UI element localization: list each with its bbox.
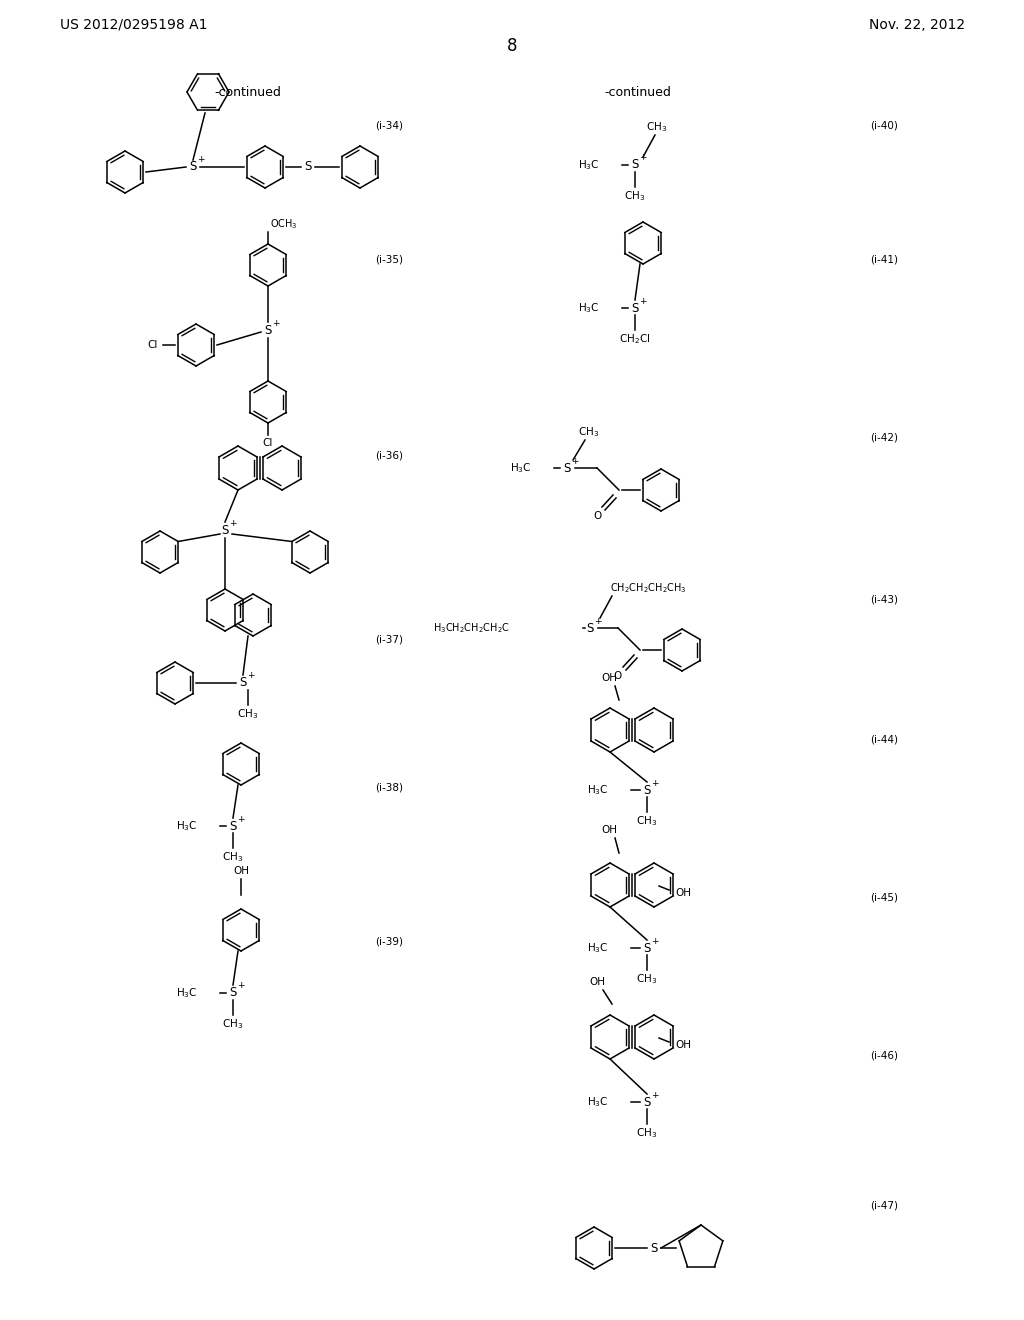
Text: (i-34): (i-34) [375, 120, 403, 129]
Text: 8: 8 [507, 37, 517, 55]
Text: O: O [613, 671, 623, 681]
Text: (i-46): (i-46) [870, 1049, 898, 1060]
Text: S: S [563, 462, 570, 474]
Text: CH$_3$: CH$_3$ [636, 972, 657, 986]
Text: +: + [639, 153, 647, 162]
Text: (i-43): (i-43) [870, 595, 898, 605]
Text: S: S [632, 301, 639, 314]
Text: (i-39): (i-39) [375, 937, 403, 946]
Text: CH$_2$Cl: CH$_2$Cl [620, 333, 650, 346]
Text: (i-37): (i-37) [375, 635, 403, 645]
Text: OH: OH [675, 888, 691, 898]
Text: +: + [238, 814, 245, 824]
Text: O: O [593, 511, 601, 521]
Text: S: S [304, 161, 311, 173]
Text: OH: OH [601, 825, 617, 836]
Text: +: + [639, 297, 647, 305]
Text: S: S [264, 323, 271, 337]
Text: CH$_3$: CH$_3$ [636, 1126, 657, 1140]
Text: S: S [643, 1096, 650, 1109]
Text: Nov. 22, 2012: Nov. 22, 2012 [869, 18, 965, 32]
Text: (i-44): (i-44) [870, 734, 898, 744]
Text: +: + [651, 936, 658, 945]
Text: H$_3$C: H$_3$C [510, 461, 532, 475]
Text: CH$_3$: CH$_3$ [238, 708, 259, 721]
Text: +: + [651, 779, 658, 788]
Text: H$_3$C: H$_3$C [588, 783, 609, 797]
Text: S: S [643, 784, 650, 796]
Text: OH: OH [601, 673, 617, 682]
Text: US 2012/0295198 A1: US 2012/0295198 A1 [60, 18, 208, 32]
Text: -continued: -continued [215, 86, 282, 99]
Text: H$_3$C: H$_3$C [176, 986, 198, 1001]
Text: +: + [247, 672, 255, 681]
Text: Cl: Cl [263, 438, 273, 447]
Text: (i-38): (i-38) [375, 783, 403, 793]
Text: CH$_2$CH$_2$CH$_2$CH$_3$: CH$_2$CH$_2$CH$_2$CH$_3$ [610, 581, 687, 595]
Text: S: S [632, 158, 639, 172]
Text: H$_3$C: H$_3$C [588, 941, 609, 954]
Text: S: S [643, 941, 650, 954]
Text: +: + [571, 457, 579, 466]
Text: (i-41): (i-41) [870, 255, 898, 265]
Text: +: + [229, 519, 237, 528]
Text: +: + [594, 616, 602, 626]
Text: +: + [198, 156, 205, 165]
Text: H$_3$C: H$_3$C [588, 1096, 609, 1109]
Text: S: S [229, 986, 237, 999]
Text: S: S [650, 1242, 657, 1254]
Text: (i-47): (i-47) [870, 1200, 898, 1210]
Text: CH$_3$: CH$_3$ [222, 850, 244, 863]
Text: (i-40): (i-40) [870, 120, 898, 129]
Text: S: S [189, 161, 197, 173]
Text: S: S [221, 524, 228, 536]
Text: +: + [238, 982, 245, 990]
Text: OH: OH [675, 1040, 691, 1049]
Text: H$_3$C: H$_3$C [579, 301, 600, 315]
Text: CH$_3$: CH$_3$ [636, 814, 657, 828]
Text: (i-42): (i-42) [870, 432, 898, 442]
Text: (i-35): (i-35) [375, 255, 403, 265]
Text: (i-45): (i-45) [870, 894, 898, 903]
Text: CH$_3$: CH$_3$ [579, 425, 600, 438]
Text: OH: OH [589, 977, 605, 987]
Text: CH$_3$: CH$_3$ [222, 1018, 244, 1031]
Text: H$_3$C: H$_3$C [579, 158, 600, 172]
Text: CH$_3$: CH$_3$ [625, 189, 645, 203]
Text: Cl: Cl [147, 341, 158, 350]
Text: (i-36): (i-36) [375, 450, 403, 459]
Text: S: S [229, 820, 237, 833]
Text: S: S [587, 622, 594, 635]
Text: +: + [272, 318, 280, 327]
Text: +: + [651, 1090, 658, 1100]
Text: H$_3$CH$_2$CH$_2$CH$_2$C: H$_3$CH$_2$CH$_2$CH$_2$C [433, 622, 510, 635]
Text: CH$_3$: CH$_3$ [646, 120, 668, 133]
Text: S: S [240, 676, 247, 689]
Text: H$_3$C: H$_3$C [176, 820, 198, 833]
Text: OCH$_3$: OCH$_3$ [270, 216, 298, 231]
Text: OH: OH [233, 866, 249, 876]
Text: -continued: -continued [604, 86, 672, 99]
